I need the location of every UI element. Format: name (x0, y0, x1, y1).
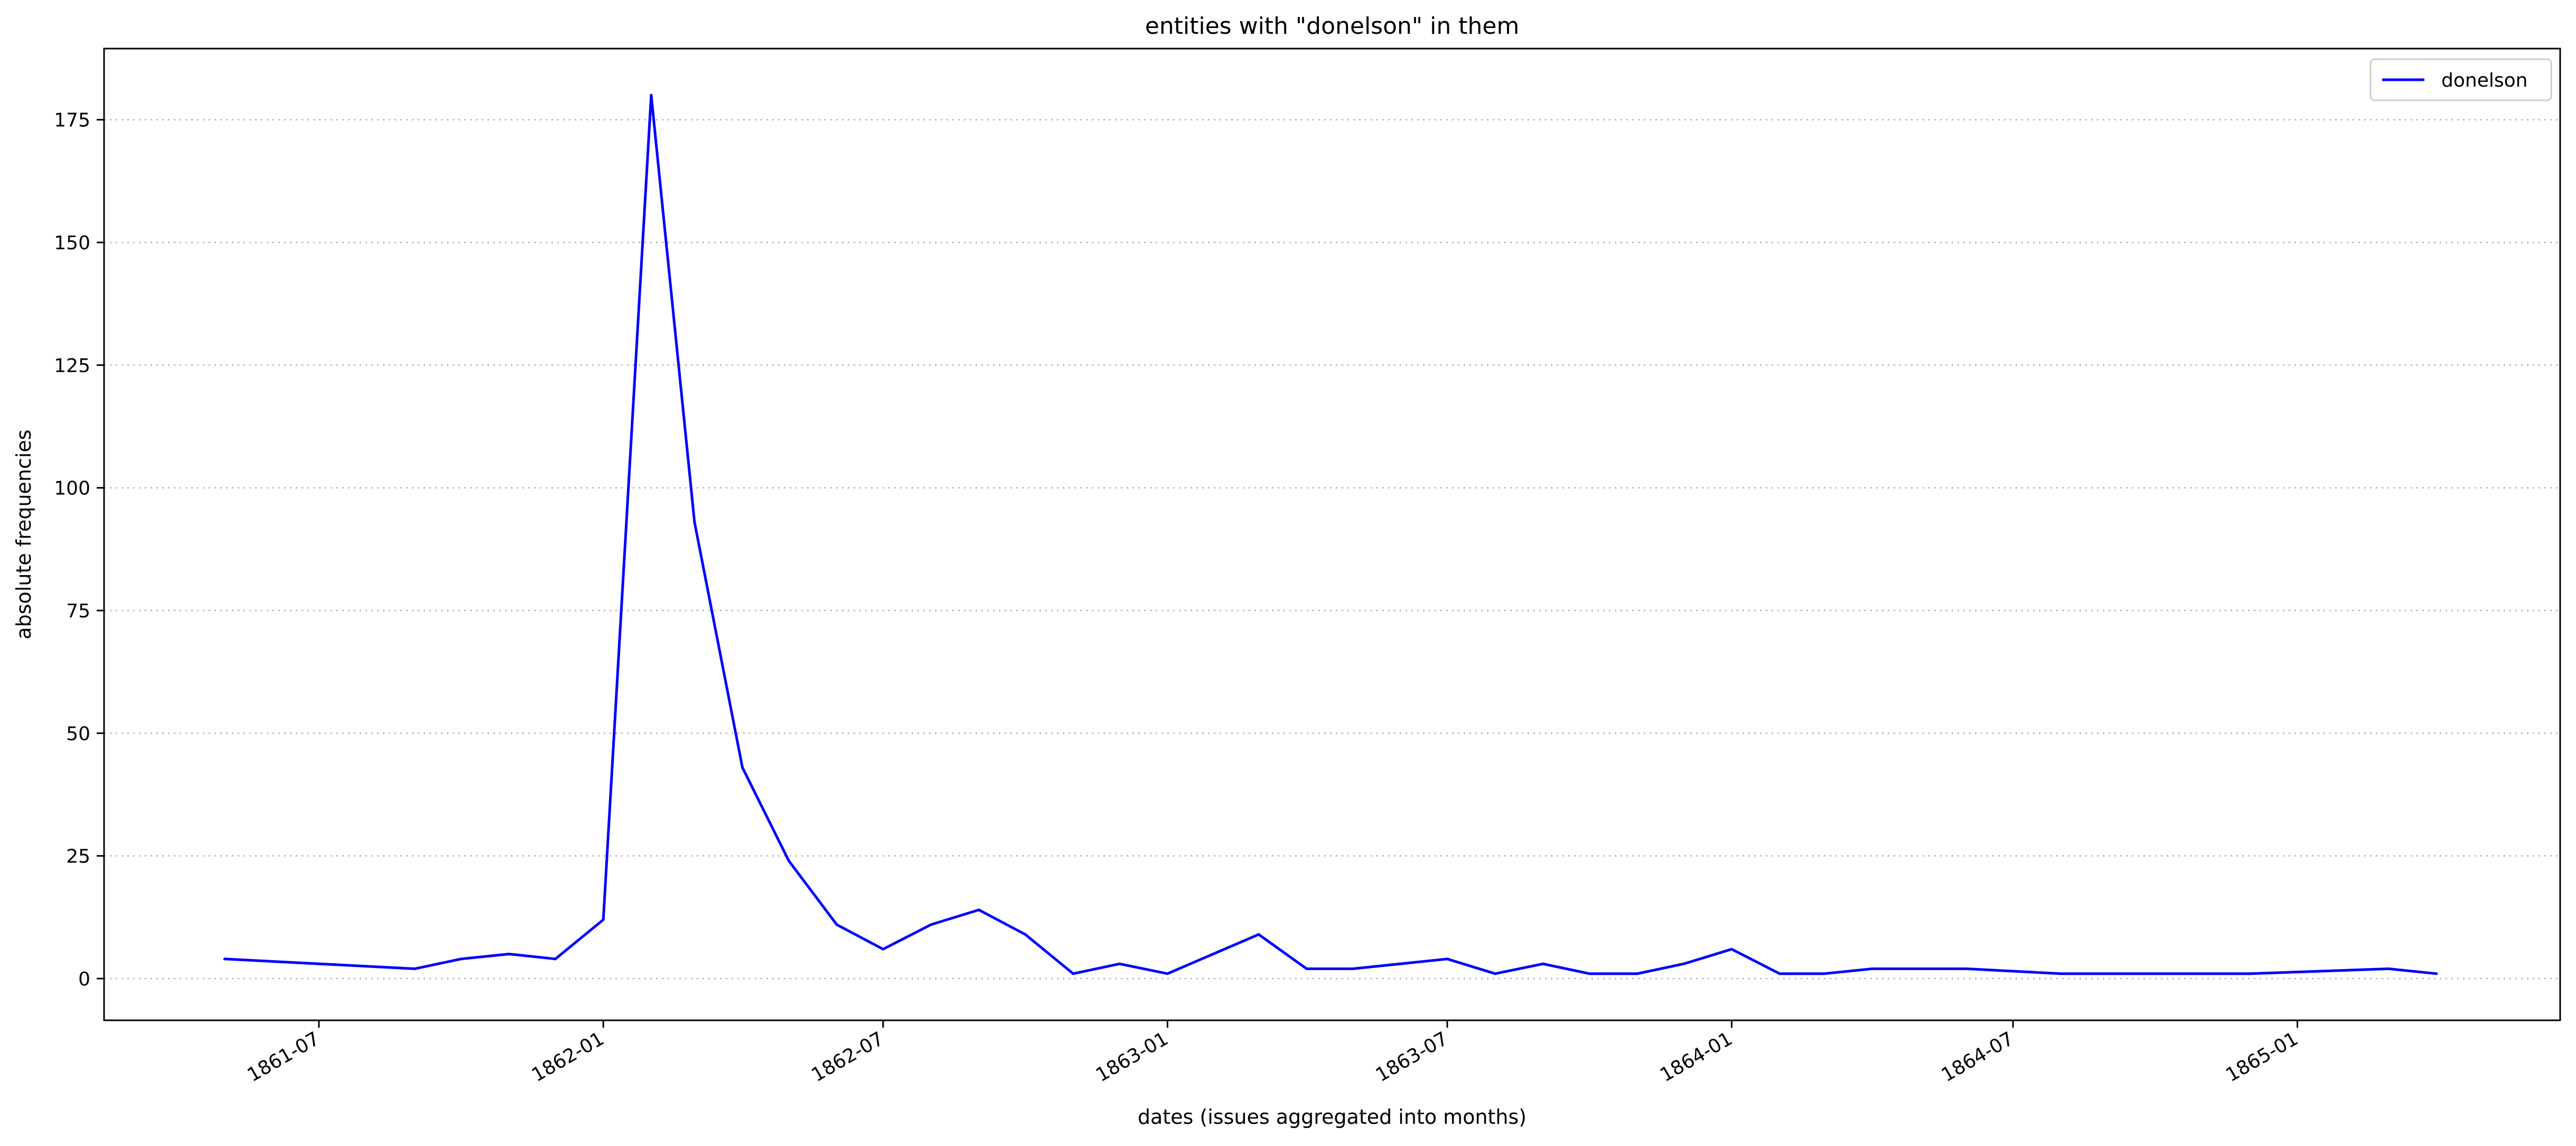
data-point-donelson (1541, 962, 1544, 965)
data-point-donelson (413, 967, 416, 970)
x-tick-label: 1863-01 (1092, 1028, 1172, 1086)
data-point-donelson (787, 859, 790, 862)
data-point-donelson (835, 923, 838, 926)
data-point-donelson (1871, 967, 1874, 970)
data-point-donelson (1588, 972, 1591, 975)
data-point-donelson (1072, 972, 1075, 975)
chart-title: entities with "donelson" in them (1145, 13, 1520, 40)
data-point-donelson (223, 957, 226, 961)
y-tick-label: 125 (54, 355, 90, 377)
y-axis-label: absolute frequencies (12, 429, 35, 639)
x-tick-label: 1864-01 (1656, 1028, 1736, 1086)
data-point-donelson (882, 947, 885, 951)
y-tick-label: 75 (66, 600, 90, 622)
x-tick-label: 1861-07 (243, 1028, 323, 1086)
legend-label-donelson: donelson (2441, 70, 2527, 91)
data-point-donelson (1257, 933, 1260, 936)
y-axis-ticks: 0 25 50 75 100 125 150 175 (54, 110, 104, 990)
y-tick-label: 100 (54, 478, 90, 500)
y-tick-label: 50 (66, 723, 90, 745)
data-point-donelson (1166, 972, 1169, 975)
x-tick-label: 1865-01 (2222, 1028, 2302, 1086)
data-point-donelson (1118, 962, 1121, 965)
data-point-donelson (1636, 972, 1639, 975)
y-tick-label: 25 (66, 846, 90, 868)
data-point-donelson (554, 957, 557, 961)
x-tick-label: 1864-07 (1938, 1028, 2018, 1086)
data-point-donelson (741, 766, 744, 769)
plot-area-frame (103, 48, 2561, 1021)
x-tick-label: 1862-07 (808, 1028, 888, 1086)
y-tick-label: 0 (78, 969, 90, 990)
data-point-donelson (2435, 972, 2438, 975)
x-tick-label: 1862-01 (528, 1028, 608, 1086)
data-point-donelson (2387, 967, 2390, 970)
legend-box (2369, 58, 2552, 101)
data-point-donelson (1494, 972, 1497, 975)
data-point-donelson (1446, 957, 1449, 961)
data-point-donelson (602, 918, 605, 921)
legend: donelson (2369, 58, 2552, 101)
data-point-donelson (1730, 947, 1733, 951)
data-point-donelson (1305, 967, 1308, 970)
data-point-donelson (977, 908, 980, 912)
y-tick-label: 175 (54, 110, 90, 131)
y-tick-label: 150 (54, 232, 90, 254)
data-point-donelson (1823, 972, 1826, 975)
x-tick-label: 1863-07 (1372, 1028, 1452, 1086)
data-point-donelson (1965, 967, 1968, 970)
series-layer (223, 93, 2438, 975)
x-axis-ticks: 1861-07 1862-01 1862-07 1863-01 1863-07 1864-… (243, 1020, 2302, 1086)
data-point-donelson (1352, 967, 1355, 970)
data-point-donelson (2059, 972, 2063, 975)
data-point-donelson (1682, 962, 1685, 965)
x-axis-label: dates (issues aggregated into months) (1138, 1105, 1526, 1129)
data-point-donelson (650, 93, 653, 97)
y-gridlines (104, 119, 2560, 980)
data-point-donelson (2248, 972, 2251, 975)
data-point-donelson (1778, 972, 1781, 975)
data-point-donelson (930, 923, 933, 926)
data-point-donelson (508, 953, 511, 956)
data-point-donelson (460, 957, 463, 961)
series-line-donelson (224, 93, 2437, 975)
data-point-donelson (693, 521, 696, 524)
data-point-donelson (1024, 933, 1027, 936)
